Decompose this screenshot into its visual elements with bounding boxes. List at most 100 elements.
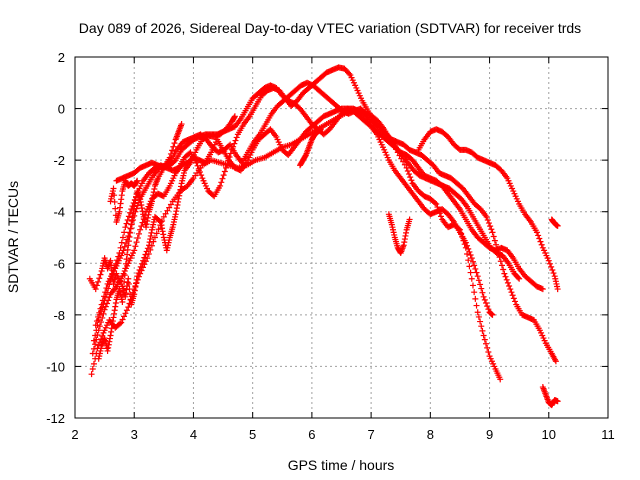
plus-marker (160, 213, 167, 220)
plot-frame (74, 56, 609, 419)
plus-marker (509, 292, 516, 299)
plus-marker (132, 243, 139, 250)
plus-marker (116, 249, 123, 256)
plus-marker (404, 167, 411, 174)
plus-marker (220, 172, 227, 179)
plus-marker (89, 366, 96, 373)
series-track-g (385, 211, 413, 256)
plus-marker (134, 235, 141, 242)
plus-marker (462, 239, 469, 246)
plus-marker (141, 254, 148, 261)
plus-marker (497, 376, 504, 383)
plus-marker (227, 150, 234, 157)
plus-marker (93, 282, 100, 289)
plus-marker (475, 277, 482, 284)
x-tick-label: 5 (249, 427, 256, 442)
plus-marker (496, 254, 503, 261)
plus-marker (485, 306, 492, 313)
plus-marker (484, 216, 491, 223)
plus-marker (137, 226, 144, 233)
plus-marker (97, 305, 104, 312)
plus-marker (97, 271, 104, 278)
plus-marker (231, 113, 238, 120)
plus-marker (472, 265, 479, 272)
plus-marker (119, 316, 126, 323)
plus-marker (508, 289, 515, 296)
plus-marker (193, 159, 200, 166)
y-tick-label: -10 (46, 359, 65, 374)
plus-marker (136, 266, 143, 273)
plus-marker (195, 165, 202, 172)
plus-marker (121, 272, 128, 279)
plus-marker (230, 143, 237, 150)
plus-marker (477, 281, 484, 288)
plus-marker (118, 319, 125, 326)
plus-marker (516, 275, 523, 282)
plus-marker (133, 239, 140, 246)
x-axis: 2 3 4 5 6 7 8 9 10 11 (71, 57, 615, 442)
plus-marker (88, 371, 95, 378)
plus-marker (489, 311, 496, 318)
plus-marker (484, 303, 491, 310)
plus-marker (93, 327, 100, 334)
plus-marker (537, 238, 544, 245)
plus-marker (93, 318, 100, 325)
plus-marker (92, 286, 99, 293)
plus-marker (502, 273, 509, 280)
plus-marker (217, 182, 224, 189)
plus-marker (488, 226, 495, 233)
plus-marker (223, 164, 230, 171)
plus-marker (112, 260, 119, 267)
plus-marker (554, 222, 561, 229)
plus-marker (98, 301, 105, 308)
plus-marker (491, 237, 498, 244)
plus-marker (167, 201, 174, 208)
plus-marker (464, 242, 471, 249)
y-axis: -12 -10 -8 -6 -4 -2 0 2 (46, 50, 608, 426)
plus-marker (114, 257, 121, 264)
plus-marker (489, 229, 496, 236)
plus-marker (549, 266, 556, 273)
plus-marker (90, 337, 97, 344)
plus-marker (546, 260, 553, 267)
plus-marker (407, 174, 414, 181)
plus-marker (228, 146, 235, 153)
plus-marker (178, 121, 185, 128)
plus-marker (126, 286, 133, 293)
x-tick-label: 9 (486, 427, 493, 442)
plus-marker (198, 172, 205, 179)
x-tick-label: 7 (367, 427, 374, 442)
plus-marker (125, 213, 132, 220)
plus-marker (115, 253, 122, 260)
plus-marker (346, 70, 353, 77)
plus-marker (137, 263, 144, 270)
y-tick-label: -6 (53, 256, 65, 271)
plus-marker (548, 263, 555, 270)
plus-marker (483, 340, 490, 347)
plus-marker (101, 293, 108, 300)
plus-marker (497, 258, 504, 265)
y-tick-label: -12 (46, 411, 65, 426)
plus-marker (465, 257, 472, 264)
plus-marker (103, 285, 110, 292)
plus-marker (167, 150, 174, 157)
chart-title: Day 089 of 2026, Sidereal Day-to-day VTE… (79, 20, 581, 36)
plus-marker (89, 350, 96, 357)
plus-marker (96, 275, 103, 282)
plus-marker (96, 309, 103, 316)
plus-marker (92, 332, 99, 339)
plus-marker (479, 289, 486, 296)
plus-marker (487, 223, 494, 230)
plus-marker (153, 230, 160, 237)
plus-marker (465, 245, 472, 252)
plus-marker (554, 398, 561, 405)
plus-marker (117, 320, 124, 327)
series-track-k (95, 121, 185, 362)
plus-marker (539, 286, 546, 293)
x-tick-label: 4 (190, 427, 197, 442)
plus-marker (232, 137, 239, 144)
plus-marker (490, 233, 497, 240)
plus-marker (472, 295, 479, 302)
x-tick-label: 10 (542, 427, 556, 442)
plus-marker (123, 220, 130, 227)
